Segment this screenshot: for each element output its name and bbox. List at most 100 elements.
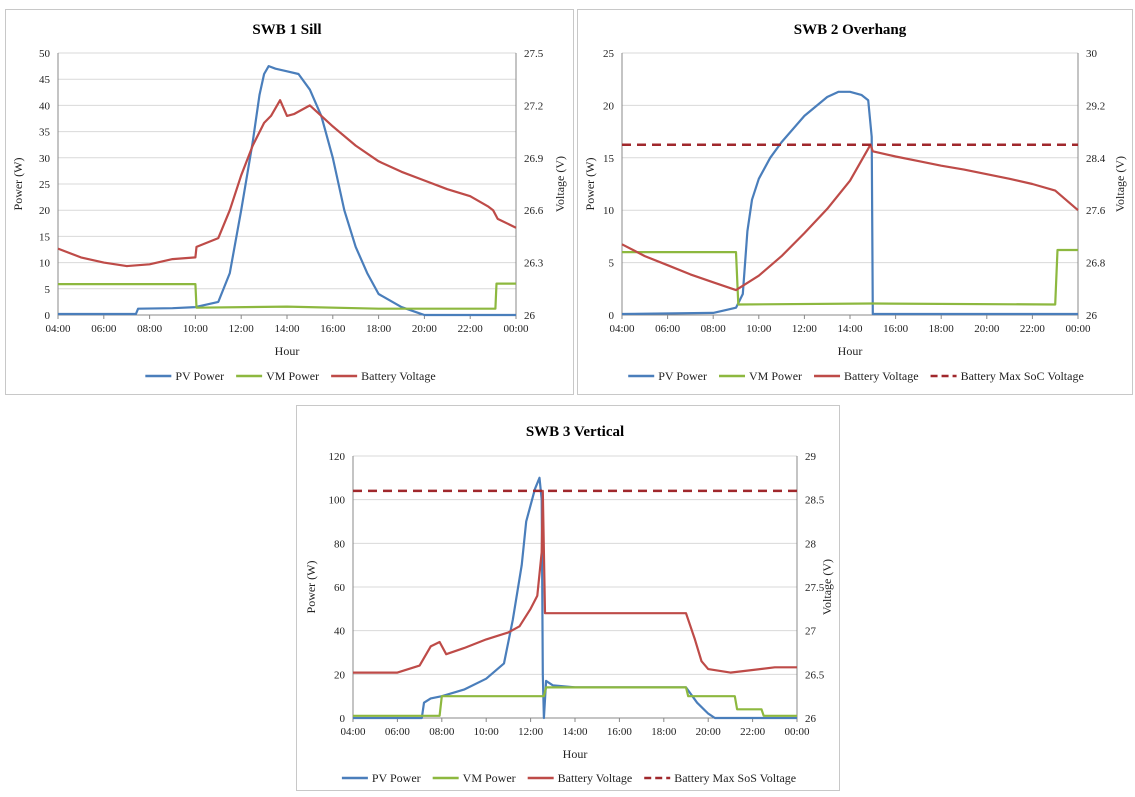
x-tick-label: 12:00 <box>792 323 818 335</box>
legend-label: Battery Max SoC Voltage <box>961 369 1084 383</box>
x-tick-label: 06:00 <box>385 726 411 738</box>
x-tick-label: 00:00 <box>784 726 810 738</box>
series-line-battery-voltage <box>353 489 797 674</box>
legend-label: VM Power <box>749 369 802 383</box>
y-tick-label: 0 <box>609 310 615 322</box>
legend-label: PV Power <box>658 369 707 383</box>
y-tick-label: 5 <box>45 284 51 296</box>
legend-label: Battery Voltage <box>361 369 436 383</box>
y-tick-label: 80 <box>334 538 346 550</box>
x-tick-label: 12:00 <box>229 323 255 335</box>
x-tick-label: 08:00 <box>137 323 163 335</box>
x-tick-label: 04:00 <box>340 726 366 738</box>
x-tick-label: 22:00 <box>1020 323 1046 335</box>
y2-tick-label: 30 <box>1086 48 1098 60</box>
x-tick-label: 16:00 <box>883 323 909 335</box>
x-tick-label: 14:00 <box>562 726 588 738</box>
x-tick-label: 08:00 <box>429 726 455 738</box>
y2-tick-label: 28.4 <box>1086 153 1106 165</box>
x-axis-label: Hour <box>838 344 863 358</box>
series-line-pv-power <box>353 476 797 720</box>
chart-panel-swb3: SWB 3 Vertical 0 20 40 60 80 100 120 26 26.5 27 27.… <box>296 405 840 791</box>
series-line-vm-power <box>622 248 1078 306</box>
y2-axis-label: Voltage (V) <box>1113 156 1127 212</box>
y2-tick-label: 28.5 <box>805 495 825 507</box>
y-tick-label: 30 <box>39 153 51 165</box>
y2-tick-label: 29 <box>805 451 817 463</box>
y-tick-label: 40 <box>334 626 346 638</box>
legend-label: VM Power <box>463 771 516 785</box>
x-tick-label: 06:00 <box>91 323 117 335</box>
y-axis-label: Power (W) <box>304 561 318 614</box>
x-tick-label: 20:00 <box>974 323 1000 335</box>
x-tick-label: 22:00 <box>458 323 484 335</box>
chart-swb3-svg: SWB 3 Vertical 0 20 40 60 80 100 120 26 26.5 27 27.… <box>304 424 834 785</box>
x-tick-label: 10:00 <box>474 726 500 738</box>
y-tick-label: 40 <box>39 100 51 112</box>
x-tick-label: 16:00 <box>607 726 633 738</box>
x-tick-label: 20:00 <box>696 726 722 738</box>
x-tick-label: 18:00 <box>366 323 392 335</box>
x-tick-label: 14:00 <box>837 323 863 335</box>
x-tick-label: 14:00 <box>274 323 300 335</box>
y-tick-label: 100 <box>329 495 346 507</box>
x-tick-label: 22:00 <box>740 726 766 738</box>
y-tick-label: 25 <box>39 179 51 191</box>
y-tick-label: 25 <box>603 48 615 60</box>
series-line-vm-power <box>58 282 516 310</box>
y-tick-label: 10 <box>39 258 51 270</box>
y-tick-label: 20 <box>334 669 346 681</box>
x-tick-label: 06:00 <box>655 323 681 335</box>
x-tick-label: 04:00 <box>45 323 71 335</box>
series-line-battery-voltage <box>621 143 1079 292</box>
x-tick-label: 20:00 <box>412 323 438 335</box>
series-line-vm-power <box>353 686 797 717</box>
y-tick-label: 0 <box>45 310 51 322</box>
y2-tick-label: 26.3 <box>524 258 544 270</box>
y2-tick-label: 27 <box>805 626 817 638</box>
x-tick-label: 18:00 <box>651 726 677 738</box>
y2-tick-label: 27.2 <box>524 100 543 112</box>
y2-tick-label: 28 <box>805 538 817 550</box>
legend-label: Battery Voltage <box>558 771 633 785</box>
chart-title: SWB 3 Vertical <box>526 424 624 440</box>
x-tick-label: 00:00 <box>1065 323 1091 335</box>
chart-panel-swb1: SWB 1 Sill 0 5 10 15 20 25 30 35 40 45 50 26 26.3 26.6… <box>5 9 574 395</box>
y2-tick-label: 26.5 <box>805 669 825 681</box>
chart-title: SWB 1 Sill <box>252 22 321 38</box>
y-tick-label: 20 <box>39 205 51 217</box>
y-tick-label: 5 <box>609 258 615 270</box>
series-line-battery-voltage <box>57 99 517 268</box>
series-line-pv-power <box>58 64 516 317</box>
legend-label: Battery Max SoS Voltage <box>674 771 796 785</box>
chart-swb1-svg: SWB 1 Sill 0 5 10 15 20 25 30 35 40 45 50 26 26.3 26.6… <box>11 22 567 383</box>
y-axis-label: Power (W) <box>583 158 597 211</box>
series-line-pv-power <box>621 90 1078 316</box>
legend-label: PV Power <box>175 369 224 383</box>
chart-title: SWB 2 Overhang <box>794 22 907 38</box>
y2-tick-label: 26.8 <box>1086 258 1106 270</box>
x-tick-label: 00:00 <box>503 323 529 335</box>
y-tick-label: 45 <box>39 74 51 86</box>
y-axis-label: Power (W) <box>11 158 25 211</box>
y-tick-label: 10 <box>603 205 615 217</box>
x-tick-label: 04:00 <box>609 323 635 335</box>
legend: PV Power VM Power Battery Voltage <box>145 369 436 383</box>
y-tick-label: 35 <box>39 127 51 139</box>
y2-tick-label: 26.9 <box>524 153 544 165</box>
chart-swb2-svg: SWB 2 Overhang 0 5 10 15 20 25 26 26.8 27.6 28.4 29… <box>583 22 1127 383</box>
x-tick-label: 16:00 <box>320 323 346 335</box>
y2-tick-label: 26 <box>1086 310 1098 322</box>
y2-axis-label: Voltage (V) <box>553 156 567 212</box>
x-tick-label: 10:00 <box>746 323 772 335</box>
x-tick-label: 10:00 <box>183 323 209 335</box>
y-tick-label: 15 <box>39 231 51 243</box>
chart-panel-swb2: SWB 2 Overhang 0 5 10 15 20 25 26 26.8 27.6 28.4 29… <box>577 9 1133 395</box>
x-axis-label: Hour <box>563 747 588 761</box>
y2-tick-label: 26 <box>805 713 817 725</box>
y2-axis-label: Voltage (V) <box>820 559 834 615</box>
y2-tick-label: 26 <box>524 310 536 322</box>
legend: PV Power VM Power Battery Voltage Battery M… <box>341 771 796 785</box>
y-tick-label: 120 <box>329 451 346 463</box>
y2-tick-label: 27.6 <box>1086 205 1106 217</box>
